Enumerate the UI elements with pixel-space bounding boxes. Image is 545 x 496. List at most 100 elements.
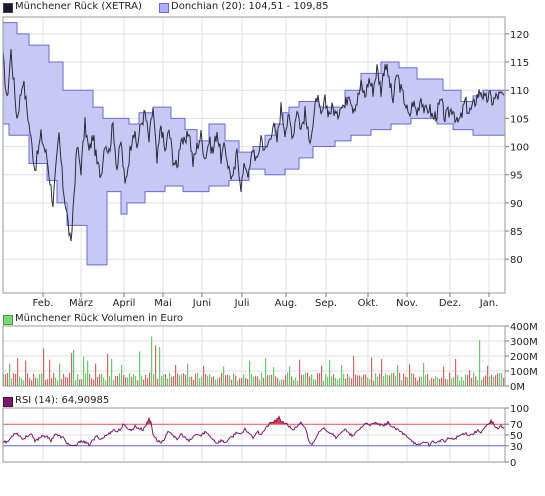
volume-bar (365, 374, 367, 386)
volume-bar (13, 373, 15, 386)
volume-bar (493, 376, 495, 386)
rsi-y-tick-label: 0 (510, 458, 516, 469)
volume-bar (395, 375, 397, 386)
volume-bar (285, 375, 287, 386)
volume-bar (131, 377, 133, 386)
volume-bar (87, 360, 89, 386)
volume-bar (467, 374, 469, 386)
volume-bar (133, 374, 135, 386)
volume-bar (53, 372, 55, 386)
volume-bar (41, 373, 43, 386)
volume-bar (503, 377, 505, 386)
volume-bar (339, 378, 341, 386)
volume-bar (37, 378, 39, 386)
volume-bar (293, 379, 295, 386)
volume-bar (273, 367, 275, 386)
volume-bar (31, 380, 33, 386)
price-legend-swatch (3, 3, 13, 13)
price-x-tick-label: Okt. (358, 298, 379, 309)
volume-bar (111, 359, 113, 386)
price-x-tick-label: Juni (192, 298, 211, 309)
volume-bar (309, 376, 311, 386)
volume-bar (225, 375, 227, 386)
volume-bar (227, 374, 229, 386)
volume-bar (487, 365, 489, 386)
volume-bar (19, 376, 21, 386)
volume-bar (283, 379, 285, 386)
volume-bar (453, 377, 455, 386)
volume-y-tick-label: 200M (510, 352, 538, 363)
volume-bar (89, 373, 91, 386)
volume-bar (249, 360, 251, 386)
volume-bar (183, 373, 185, 386)
rsi-legend: RSI (14): 64,90985 (3, 395, 543, 407)
volume-bar (109, 376, 111, 386)
volume-bar (371, 357, 373, 386)
volume-bar (33, 373, 35, 386)
price-panel: 80 85 90 95 100 105 110 115 120 Feb. März April Mai J… (2, 16, 529, 309)
volume-bar (157, 378, 159, 386)
volume-bar (233, 373, 235, 386)
rsi-overbought-area (387, 421, 389, 425)
volume-bar (107, 353, 109, 386)
volume-bar (11, 378, 13, 386)
volume-bar (9, 363, 11, 386)
volume-bar (247, 379, 249, 386)
volume-bar (489, 376, 491, 386)
volume-bar (391, 373, 393, 386)
price-y-tick-label: 85 (510, 227, 523, 238)
rsi-line (2, 415, 505, 447)
volume-bar (387, 374, 389, 386)
volume-bar (209, 374, 211, 386)
volume-bar (403, 373, 405, 386)
volume-bar (433, 378, 435, 386)
volume-bar (435, 376, 437, 386)
volume-bar (463, 380, 465, 386)
volume-bar (175, 365, 177, 386)
volume-bar (431, 377, 433, 386)
volume-bar (379, 373, 381, 386)
volume-bar (485, 375, 487, 386)
volume-bar (205, 374, 207, 386)
volume-bar (181, 374, 183, 386)
volume-bar (401, 380, 403, 386)
volume-bar (93, 379, 95, 386)
volume-bar (351, 378, 353, 386)
volume-bar (203, 365, 205, 386)
volume-bar (59, 363, 61, 386)
price-x-tick-label: Feb. (33, 298, 54, 309)
volume-bar (405, 376, 407, 386)
price-x-tick-label: Juli (234, 298, 250, 309)
volume-bar (223, 366, 225, 386)
volume-bar (359, 375, 361, 386)
volume-bar (393, 372, 395, 386)
price-y-tick-label: 110 (510, 86, 529, 97)
price-x-tick-label: Mai (154, 298, 172, 309)
volume-bar (413, 373, 415, 386)
volume-bar (319, 373, 321, 386)
volume-bar (201, 376, 203, 386)
volume-bar (277, 378, 279, 386)
volume-bar (303, 374, 305, 386)
volume-bar (253, 376, 255, 386)
volume-bar (217, 378, 219, 386)
volume-bar (399, 372, 401, 386)
volume-bar (375, 372, 377, 386)
volume-bar (409, 364, 411, 386)
price-y-tick-label: 90 (510, 199, 523, 210)
rsi-y-tick-label: 30 (510, 442, 523, 453)
volume-bar (363, 374, 365, 386)
volume-y-tick-label: 300M (510, 337, 538, 348)
volume-bar (25, 360, 27, 386)
volume-bar (345, 378, 347, 386)
volume-bar (281, 379, 283, 386)
price-y-tick-label: 120 (510, 30, 529, 41)
volume-bar (35, 377, 37, 386)
volume-panel: 0M 100M 200M 300M 400M (2, 322, 538, 393)
volume-bar (305, 372, 307, 386)
volume-bar (69, 372, 71, 386)
volume-bar (349, 376, 351, 386)
volume-bar (215, 379, 217, 386)
price-x-tick-label: Dez. (439, 298, 461, 309)
